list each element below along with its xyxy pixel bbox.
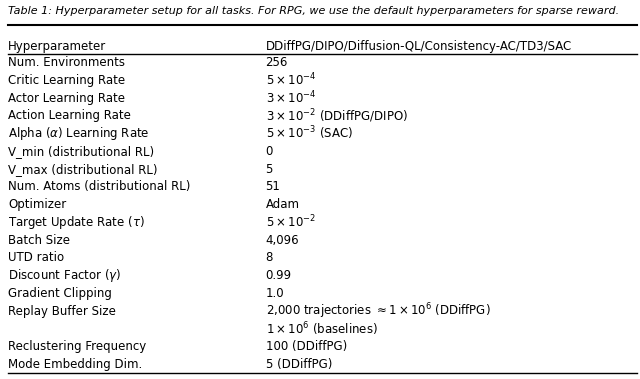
Text: $3 \times 10^{-4}$: $3 \times 10^{-4}$: [266, 90, 316, 106]
Text: Gradient Clipping: Gradient Clipping: [8, 287, 112, 300]
Text: Batch Size: Batch Size: [8, 234, 70, 247]
Text: Num. Environments: Num. Environments: [8, 56, 125, 69]
Text: V_min (distributional RL): V_min (distributional RL): [8, 145, 154, 158]
Text: 5 (DDiffPG): 5 (DDiffPG): [266, 358, 332, 371]
Text: Hyperparameter: Hyperparameter: [8, 40, 107, 53]
Text: 100 (DDiffPG): 100 (DDiffPG): [266, 340, 347, 353]
Text: $3 \times 10^{-2}$ (DDiffPG/DIPO): $3 \times 10^{-2}$ (DDiffPG/DIPO): [266, 107, 408, 125]
Text: Reclustering Frequency: Reclustering Frequency: [8, 340, 147, 353]
Text: $5 \times 10^{-3}$ (SAC): $5 \times 10^{-3}$ (SAC): [266, 125, 353, 143]
Text: Optimizer: Optimizer: [8, 198, 67, 211]
Text: UTD ratio: UTD ratio: [8, 251, 65, 265]
Text: 4,096: 4,096: [266, 234, 300, 247]
Text: $1 \times 10^{6}$ (baselines): $1 \times 10^{6}$ (baselines): [266, 320, 378, 338]
Text: 0: 0: [266, 145, 273, 158]
Text: 5: 5: [266, 163, 273, 176]
Text: $5 \times 10^{-4}$: $5 \times 10^{-4}$: [266, 72, 316, 89]
Text: Actor Learning Rate: Actor Learning Rate: [8, 92, 125, 105]
Text: Adam: Adam: [266, 198, 300, 211]
Text: 1.0: 1.0: [266, 287, 284, 300]
Text: 51: 51: [266, 180, 280, 193]
Text: Critic Learning Rate: Critic Learning Rate: [8, 74, 125, 87]
Text: Discount Factor ($\gamma$): Discount Factor ($\gamma$): [8, 267, 122, 284]
Text: Num. Atoms (distributional RL): Num. Atoms (distributional RL): [8, 180, 191, 193]
Text: $2{,}000$ trajectories $\approx 1 \times 10^{6}$ (DDiffPG): $2{,}000$ trajectories $\approx 1 \times…: [266, 301, 490, 321]
Text: Alpha ($\alpha$) Learning Rate: Alpha ($\alpha$) Learning Rate: [8, 125, 150, 142]
Text: Replay Buffer Size: Replay Buffer Size: [8, 305, 116, 318]
Text: Action Learning Rate: Action Learning Rate: [8, 110, 131, 122]
Text: 256: 256: [266, 56, 288, 69]
Text: 8: 8: [266, 251, 273, 265]
Text: $5 \times 10^{-2}$: $5 \times 10^{-2}$: [266, 214, 316, 231]
Text: DDiffPG/DIPO/Diffusion-QL/Consistency-AC/TD3/SAC: DDiffPG/DIPO/Diffusion-QL/Consistency-AC…: [266, 40, 572, 53]
Text: V_max (distributional RL): V_max (distributional RL): [8, 163, 158, 176]
Text: 0.99: 0.99: [266, 269, 292, 282]
Text: Table 1: Hyperparameter setup for all tasks. For RPG, we use the default hyperpa: Table 1: Hyperparameter setup for all ta…: [8, 6, 620, 16]
Text: Target Update Rate ($\tau$): Target Update Rate ($\tau$): [8, 214, 145, 231]
Text: Mode Embedding Dim.: Mode Embedding Dim.: [8, 358, 143, 371]
